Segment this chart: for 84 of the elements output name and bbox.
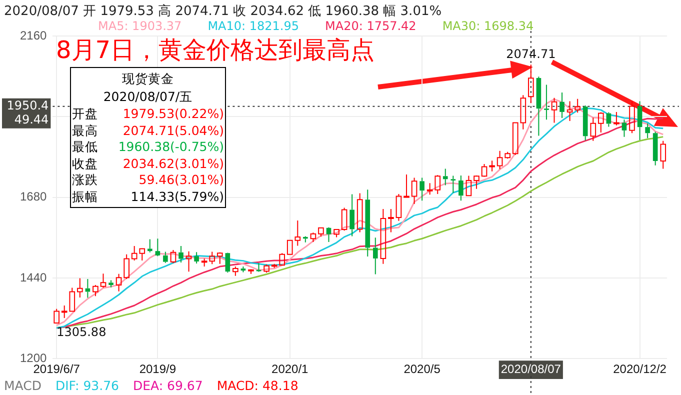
- candlestick: [606, 112, 612, 128]
- annotation: 1979.53(0.22%): [122, 106, 224, 122]
- candlestick: [536, 76, 542, 136]
- text: MA30: 1698.34: [442, 19, 534, 33]
- annotation: 59.46(3.01%): [138, 172, 224, 188]
- text: MACD: [4, 378, 42, 393]
- candlestick: [614, 111, 620, 126]
- text: MA10: 1821.95: [208, 19, 299, 33]
- annotation: 收盘: [72, 156, 98, 172]
- candlestick: [147, 238, 152, 253]
- candlestick: [645, 122, 650, 139]
- candlestick: [582, 105, 588, 142]
- candlestick: [100, 273, 106, 288]
- candlestick: [116, 273, 122, 292]
- candlestick: [660, 140, 666, 170]
- x-tick-label: 2019/9: [139, 362, 176, 376]
- candlestick: [388, 208, 394, 233]
- annotation: 2074.71(5.04%): [122, 122, 224, 139]
- annotation: 1960.38(-0.75%): [118, 139, 224, 156]
- annotation: 涨跌: [72, 172, 98, 188]
- text: MACD: 48.18: [216, 378, 298, 393]
- candlestick: [489, 160, 495, 172]
- annotation: 最低: [72, 139, 98, 156]
- candlestick: [637, 100, 642, 141]
- candlestick: [404, 174, 410, 198]
- candlestick: [458, 174, 464, 202]
- y-tick-label: 1440: [20, 270, 48, 284]
- candlestick: [420, 177, 424, 202]
- candlestick: [356, 192, 363, 233]
- text: 49.44: [14, 112, 49, 127]
- annotation: 2020/08/07/五: [102, 88, 194, 106]
- candlestick: [528, 64, 534, 104]
- candlestick: [574, 98, 580, 114]
- candlestick: [194, 252, 199, 264]
- candlestick: [566, 100, 573, 122]
- candlestick: [496, 150, 503, 170]
- x-tick-label: 2020/12/2: [613, 362, 667, 376]
- candlestick: [163, 251, 168, 264]
- candlestick: [108, 280, 114, 288]
- candlestick: [450, 175, 456, 194]
- text: DIF: 93.76: [55, 378, 119, 393]
- chart-title: 2020/08/07 开 1979.53 高 2074.71 收 2034.62 低 1960.38 幅 3.01%: [4, 3, 442, 20]
- candlestick: [240, 266, 246, 273]
- candlestick: [178, 246, 184, 263]
- candlestick: [326, 228, 332, 242]
- annotation: 8月7日，黄金价格达到最高点: [56, 35, 375, 66]
- candlestick: [544, 84, 549, 120]
- annotation: 2034.62(3.01%): [122, 156, 224, 172]
- text: MA20: 1757.42: [325, 19, 416, 33]
- candlestick: [551, 97, 558, 124]
- candlestick: [365, 189, 370, 257]
- candlestick: [380, 208, 386, 264]
- text: DEA: 69.67: [133, 378, 203, 393]
- candlestick: [77, 278, 83, 298]
- annotation: 开盘: [72, 106, 98, 122]
- candlestick: [225, 253, 230, 274]
- candlestick: [186, 250, 192, 272]
- candlestick: [590, 117, 596, 142]
- x-tick-label: 2020/08/07: [500, 362, 562, 376]
- candlestick: [474, 176, 480, 190]
- y-tick-label: 2160: [20, 28, 48, 42]
- x-tick-label: 2020/5: [404, 362, 441, 376]
- annotation: 现货黄金: [121, 70, 175, 88]
- annotation: 2074.71: [506, 46, 556, 61]
- ref-line-label: 1950.4: [6, 98, 49, 113]
- annotation: 最高: [72, 122, 98, 139]
- candlestick: [442, 168, 448, 186]
- x-tick-label: 2019/6/7: [33, 362, 80, 376]
- candlestick: [622, 119, 627, 138]
- candlestick: [560, 92, 564, 118]
- candlestick: [350, 194, 354, 237]
- candlestick: [411, 177, 418, 205]
- candlestick: [372, 237, 378, 275]
- x-tick-label: 2020/1: [272, 362, 309, 376]
- y-tick-label: 1680: [20, 190, 48, 204]
- annotation: 114.33(5.79%): [130, 188, 224, 205]
- annotation: 1305.88: [56, 325, 106, 340]
- candlestick: [598, 112, 604, 133]
- y-tick-label: 1200: [20, 350, 48, 365]
- text: MA5: 1903.37: [98, 19, 182, 33]
- candlestick: [426, 182, 433, 196]
- annotation: 振幅: [72, 188, 98, 205]
- candlestick: [652, 131, 658, 166]
- candlestick: [303, 236, 308, 243]
